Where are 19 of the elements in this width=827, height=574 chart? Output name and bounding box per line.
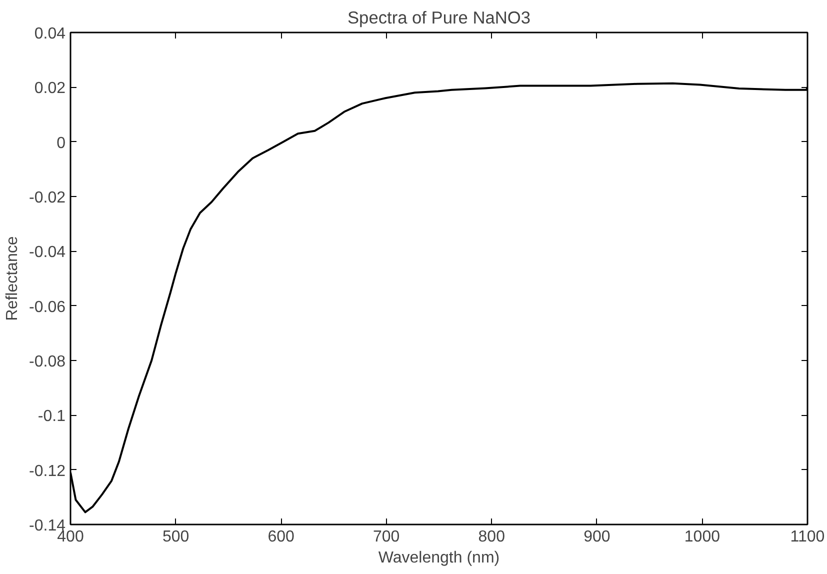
chart-title: Spectra of Pure NaNO3 (348, 8, 531, 28)
y-tick-label: -0.02 (29, 190, 66, 206)
y-tick-label: 0 (56, 134, 66, 152)
x-tick-label: 1000 (684, 528, 720, 546)
y-tick-label: -0.1 (38, 408, 66, 426)
x-tick-label: 600 (268, 528, 295, 546)
x-tick-label: 700 (373, 528, 400, 546)
x-axis-title: Wavelength (nm) (378, 550, 500, 566)
y-tick-label: 0.02 (34, 80, 66, 98)
x-tick-label: 500 (162, 528, 190, 546)
x-tick-label: 900 (584, 528, 610, 546)
y-tick-label: -0.08 (29, 354, 66, 370)
y-tick-label: -0.06 (29, 298, 66, 316)
y-tick-label: -0.04 (29, 244, 66, 262)
x-tick-label: 1100 (790, 528, 825, 546)
y-tick-label: 0.04 (34, 26, 66, 42)
y-tick-label: -0.12 (29, 462, 66, 480)
x-tick-label: 800 (478, 528, 506, 546)
y-axis-title: Reflectance (4, 236, 22, 321)
